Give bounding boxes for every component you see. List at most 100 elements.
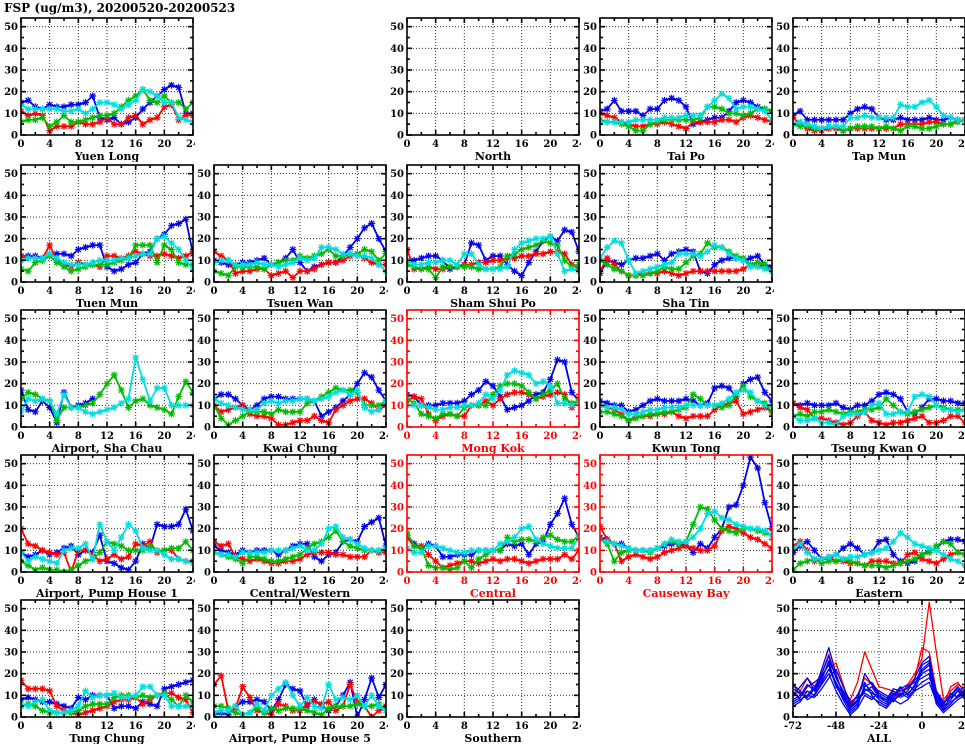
- chart-canvas-tai-po: 0 10 20 30 40 50 0 4 8 12 16 20 24 Tai Po: [583, 17, 774, 162]
- svg-text:20: 20: [157, 721, 171, 732]
- svg-text:0: 0: [11, 713, 18, 724]
- axes-frame: [20, 309, 194, 428]
- chart-title-sha-tin: Sha Tin: [662, 297, 709, 309]
- svg-text:10: 10: [583, 401, 597, 412]
- svg-text:50: 50: [4, 169, 18, 180]
- svg-text:-24: -24: [870, 721, 888, 732]
- svg-text:4: 4: [432, 721, 439, 732]
- svg-text:8: 8: [654, 139, 661, 150]
- svg-text:40: 40: [583, 191, 597, 202]
- svg-text:0: 0: [11, 423, 18, 434]
- svg-text:16: 16: [129, 286, 143, 297]
- chart-title-tuen-mun: Tuen Mun: [76, 297, 138, 309]
- svg-text:16: 16: [708, 576, 722, 587]
- svg-text:0: 0: [204, 568, 211, 579]
- tick-labels: 0 10 20 30 40 50 0 4 8 12 16 20 24: [197, 604, 388, 732]
- axes-frame: [406, 309, 580, 428]
- svg-text:20: 20: [583, 379, 597, 390]
- svg-text:50: 50: [390, 22, 404, 33]
- svg-text:20: 20: [390, 524, 404, 535]
- svg-text:12: 12: [100, 139, 114, 150]
- chart-canvas-yuen-long: 0 10 20 30 40 50 0 4 8 12 16 20 24 Yuen Long: [4, 17, 195, 162]
- svg-text:40: 40: [4, 481, 18, 492]
- axes-frame: [213, 164, 387, 283]
- svg-text:8: 8: [461, 431, 468, 442]
- series-lines: [600, 237, 772, 280]
- tick-labels: 0 10 20 30 40 50 0 4 8 12 16 20 24: [197, 169, 388, 297]
- svg-text:0: 0: [211, 576, 218, 587]
- chart-tsuen-wan: 0 10 20 30 40 50 0 4 8 12 16 20 24 Tsuen Wan: [195, 161, 388, 309]
- axes-frame: [213, 309, 387, 428]
- svg-text:20: 20: [583, 524, 597, 535]
- svg-text:50: 50: [776, 314, 790, 325]
- svg-text:8: 8: [847, 576, 854, 587]
- svg-text:8: 8: [461, 286, 468, 297]
- markers-cyan: [21, 520, 193, 567]
- svg-text:40: 40: [583, 481, 597, 492]
- svg-text:0: 0: [397, 131, 404, 142]
- svg-text:16: 16: [322, 721, 336, 732]
- svg-text:20: 20: [543, 139, 557, 150]
- svg-text:30: 30: [390, 503, 404, 514]
- svg-text:10: 10: [390, 401, 404, 412]
- svg-text:20: 20: [776, 87, 790, 98]
- axes-frame: [599, 309, 773, 428]
- svg-text:8: 8: [847, 139, 854, 150]
- axes-frame: [20, 17, 194, 136]
- series-lines: [21, 81, 193, 135]
- chart-canvas-central-western: 0 10 20 30 40 50 0 4 8 12 16 20 24 Central/Western: [197, 454, 388, 599]
- chart-sham-shui-po: 0 10 20 30 40 50 0 4 8 12 16 20 24 Sham Shui Po: [388, 161, 581, 309]
- svg-text:24: 24: [958, 576, 965, 587]
- series-blue-7: [793, 668, 965, 712]
- svg-text:12: 12: [486, 286, 500, 297]
- svg-text:4: 4: [432, 139, 439, 150]
- svg-text:10: 10: [390, 109, 404, 120]
- chart-eastern: 0 10 20 30 40 50 0 4 8 12 16 20 24 Eastern: [774, 451, 965, 599]
- markers-cyan: [793, 529, 965, 570]
- svg-text:40: 40: [776, 626, 790, 637]
- svg-text:30: 30: [583, 213, 597, 224]
- svg-text:24: 24: [379, 721, 388, 732]
- series-lines: [21, 215, 193, 275]
- svg-text:30: 30: [583, 503, 597, 514]
- tick-labels: 0 10 20 30 40 50 0 4 8 12 16 20 24: [583, 22, 774, 150]
- chart-title-airport-pump-house-5: Airport, Pump House 5: [228, 732, 371, 744]
- svg-text:0: 0: [11, 131, 18, 142]
- svg-text:0: 0: [404, 721, 411, 732]
- chart-canvas-all: 0 10 20 30 40 50 -72 -48 -24 0 24 ALL: [776, 599, 965, 744]
- svg-text:50: 50: [583, 314, 597, 325]
- svg-text:30: 30: [4, 66, 18, 77]
- chart-title-tseung-kwan-o: Tseung Kwan O: [831, 442, 927, 454]
- svg-text:50: 50: [4, 22, 18, 33]
- svg-text:20: 20: [736, 139, 750, 150]
- svg-text:8: 8: [268, 286, 275, 297]
- svg-text:20: 20: [736, 576, 750, 587]
- svg-text:30: 30: [4, 358, 18, 369]
- svg-text:0: 0: [590, 131, 597, 142]
- chart-canvas-airport-pump-house-5: 0 10 20 30 40 50 0 4 8 12 16 20 24 Airport, Pump Hous…: [197, 599, 388, 744]
- svg-text:12: 12: [486, 576, 500, 587]
- chart-tuen-mun: 0 10 20 30 40 50 0 4 8 12 16 20 24 Tuen Mun: [2, 161, 195, 309]
- svg-text:20: 20: [4, 524, 18, 535]
- chart-tung-chung: 0 10 20 30 40 50 0 4 8 12 16 20 24 Tung Chung: [2, 596, 195, 744]
- chart-canvas-north: 0 10 20 30 40 50 0 4 8 12 16 20 24 North: [390, 17, 581, 162]
- chart-canvas-kwun-tong: 0 10 20 30 40 50 0 4 8 12 16 20 24 Kwun Tong: [583, 309, 774, 454]
- svg-text:50: 50: [197, 169, 211, 180]
- markers-cyan: [21, 354, 193, 418]
- svg-text:4: 4: [432, 431, 439, 442]
- svg-text:10: 10: [776, 109, 790, 120]
- chart-central-western: 0 10 20 30 40 50 0 4 8 12 16 20 24 Central/Western: [195, 451, 388, 599]
- svg-text:20: 20: [157, 431, 171, 442]
- svg-text:20: 20: [157, 139, 171, 150]
- svg-text:50: 50: [4, 604, 18, 615]
- svg-text:0: 0: [18, 721, 25, 732]
- grid-lines: [407, 455, 579, 572]
- svg-text:20: 20: [543, 576, 557, 587]
- series-lines: [793, 388, 965, 427]
- markers-cyan: [600, 237, 772, 277]
- chart-yuen-long: 0 10 20 30 40 50 0 4 8 12 16 20 24 Yuen Long: [2, 14, 195, 162]
- svg-text:0: 0: [790, 576, 797, 587]
- svg-text:30: 30: [583, 358, 597, 369]
- svg-text:24: 24: [572, 576, 581, 587]
- svg-text:40: 40: [390, 626, 404, 637]
